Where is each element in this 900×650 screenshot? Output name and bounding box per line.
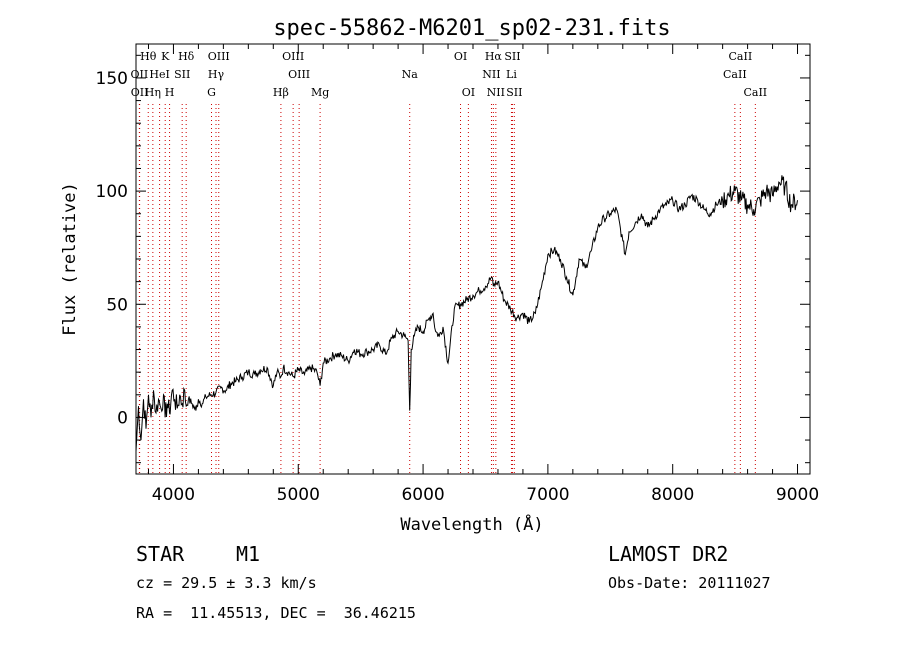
line-marker-label: Hβ	[273, 86, 289, 99]
x-tick-label: 8000	[651, 485, 694, 505]
survey-name: LAMOST DR2	[608, 542, 729, 566]
y-tick-label: 50	[106, 295, 128, 315]
line-marker-label: NII	[482, 68, 500, 81]
line-marker-label: OIII	[208, 50, 230, 63]
y-tick-label: 150	[96, 69, 128, 89]
line-marker-label: H	[165, 86, 175, 99]
x-tick-label: 6000	[401, 485, 444, 505]
line-marker-label: Hγ	[208, 68, 225, 81]
line-marker-label: Mg	[311, 86, 329, 99]
redshift-velocity: cz = 29.5 ± 3.3 km/s	[136, 574, 317, 592]
plot-frame	[135, 43, 811, 475]
observation-date: Obs-Date: 20111027	[608, 574, 771, 592]
object-subclass: M1	[236, 542, 261, 566]
line-marker-label: SII	[174, 68, 190, 81]
line-marker-label: Li	[506, 68, 517, 81]
line-marker-label: SII	[504, 50, 520, 63]
line-markers: Hθ OII OII K HeI Hη SII H Hδ OIII Hγ G OIII OIII Hβ Mg N…	[131, 50, 767, 474]
line-marker-label: Na	[402, 68, 419, 81]
line-marker-label: Hδ	[178, 50, 195, 63]
line-marker-label: Hα	[485, 50, 503, 63]
line-marker-label: OII	[131, 68, 149, 81]
line-marker-label: OIII	[282, 50, 304, 63]
x-tick-label: 4000	[152, 485, 195, 505]
line-marker-label: OI	[462, 86, 475, 99]
sky-coordinates: RA = 11.45513, DEC = 36.46215	[136, 604, 416, 622]
line-marker-label: NII	[487, 86, 505, 99]
line-marker-label: CaII	[729, 50, 753, 63]
line-marker-label: OI	[454, 50, 467, 63]
line-marker-label: OII	[131, 86, 149, 99]
x-axis-title: Wavelength (Å)	[400, 513, 543, 535]
line-marker-label: OIII	[288, 68, 310, 81]
x-tick-label: 5000	[277, 485, 320, 505]
x-tick-label: 7000	[526, 485, 569, 505]
line-marker-label: CaII	[743, 86, 767, 99]
axis-ticks: 4000 5000 6000 7000 8000 9000 0 50 100 150	[96, 44, 819, 505]
line-marker-label: G	[207, 86, 216, 99]
line-marker-label: CaII	[723, 68, 747, 81]
line-marker-label: Hθ	[140, 50, 157, 63]
object-class: STAR	[136, 542, 185, 566]
line-marker-label: SII	[506, 86, 522, 99]
chart-title: spec-55862-M6201_sp02-231.fits	[273, 16, 670, 41]
line-marker-label: Hη	[145, 86, 161, 99]
line-marker-label: K	[161, 50, 170, 63]
y-axis-title: Flux (relative)	[60, 182, 80, 336]
y-tick-label: 100	[96, 182, 128, 202]
x-tick-label: 9000	[776, 485, 819, 505]
spectrum-line	[135, 175, 798, 452]
y-tick-label: 0	[117, 408, 128, 428]
line-marker-label: HeI	[149, 68, 169, 81]
